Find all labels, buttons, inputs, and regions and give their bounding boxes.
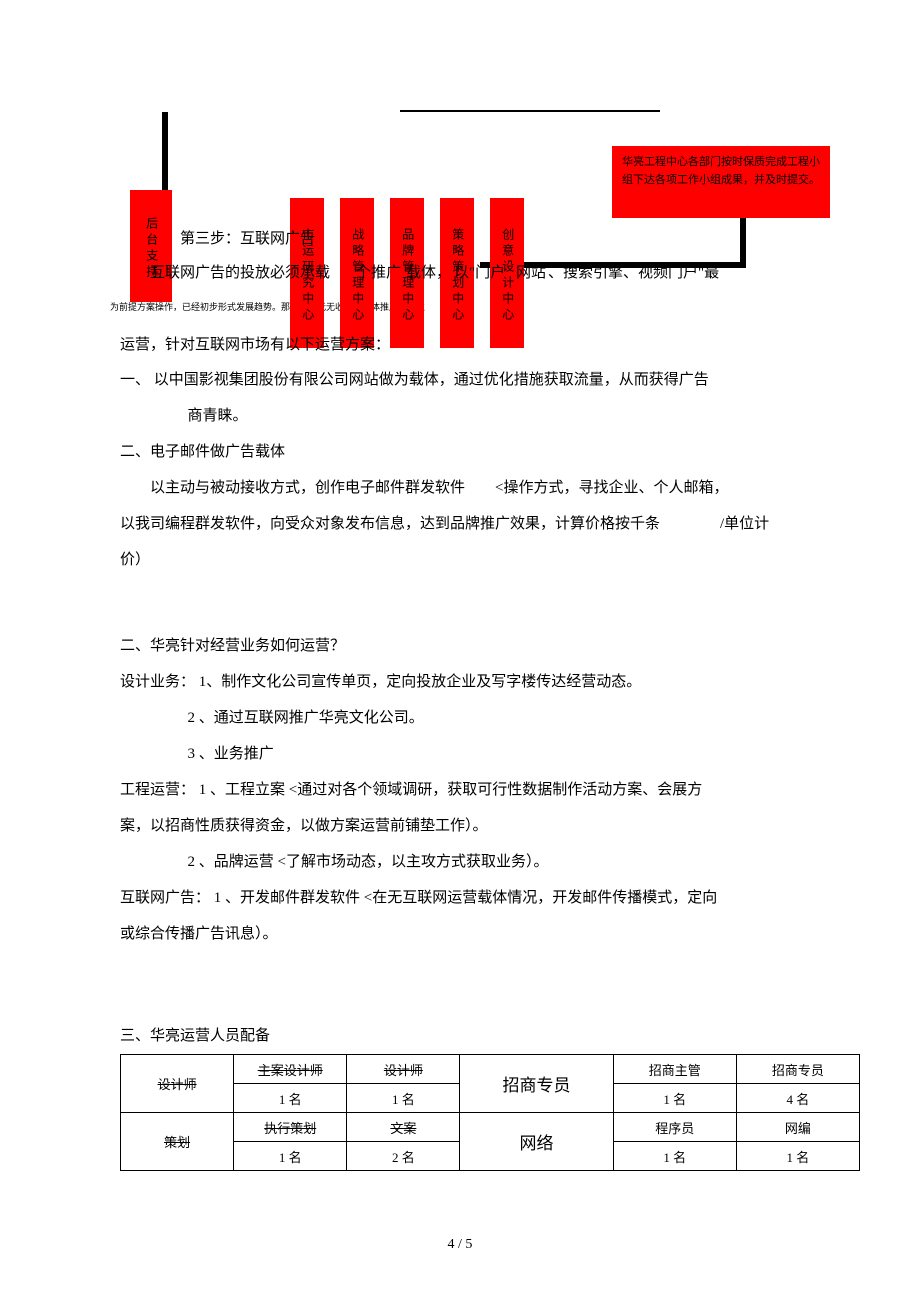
cell: 网编: [785, 1121, 811, 1136]
s2-l4: 工程运营： 1 、工程立案 <通过对各个领域调研，获取可行性数据制作活动方案、会…: [120, 772, 860, 808]
cell: 1 名: [787, 1150, 810, 1165]
cell: 1 名: [392, 1092, 415, 1107]
overlay-l2d: 以"门户: [454, 262, 505, 285]
s1-item1b: 商青睐。: [120, 398, 860, 434]
s2-l3: 3 、业务推广: [120, 736, 860, 772]
cell: 1 名: [279, 1092, 302, 1107]
document-page: 后台支持 为前提方案操作，已经初步形式发展趋势。那么，长无无收没有软体推广不到位…: [0, 0, 920, 1303]
s2-l8: 或综合传播广告讯息）。: [120, 916, 860, 952]
s2-l7: 互联网广告： 1 、开发邮件群发软件 <在无互联网运营载体情况，开发邮件传播模式…: [120, 880, 860, 916]
overlay-l2b: 个推广: [356, 262, 401, 285]
cell: 1 名: [663, 1092, 686, 1107]
s2-l2: 2 、通过互联网推广华亮文化公司。: [120, 700, 860, 736]
s1-item1: 一、 以中国影视集团股份有限公司网站做为载体，通过优化措施获取流量，从而获得广告: [120, 362, 860, 398]
cell: 策划: [164, 1135, 190, 1150]
s1-item2: 二、电子邮件做广告载体: [120, 434, 860, 470]
cell: 1 名: [279, 1150, 302, 1165]
cell: 程序员: [655, 1121, 694, 1136]
table-row: 设计师 主案设计师 设计师 招商专员 招商主管 招商专员: [121, 1055, 860, 1084]
cell: 招商专员: [503, 1076, 571, 1095]
cell: 主案设计师: [258, 1063, 323, 1078]
table-row: 策划 执行策划 文案 网络 程序员 网编: [121, 1113, 860, 1142]
s1-item2p1: 以主动与被动接收方式，创作电子邮件群发软件 <操作方式，寻找企业、个人邮箱，: [120, 470, 860, 506]
cell: 网络: [520, 1134, 554, 1153]
connector-v2: [162, 112, 168, 192]
cell: 招商主管: [649, 1063, 701, 1078]
overlay-l2f: 、搜索引擎、视频门户"最: [548, 262, 719, 285]
cell: 1 名: [663, 1150, 686, 1165]
cell: 2 名: [392, 1150, 415, 1165]
overlay-l2a: 互联网广告的投放必须承载: [150, 262, 330, 285]
overlay-l2c: 载体，: [406, 262, 451, 285]
overlay-l2e: 网站: [516, 262, 546, 285]
section1-body: 一、 以中国影视集团股份有限公司网站做为载体，通过优化措施获取流量，从而获得广告…: [120, 362, 860, 578]
s1-item2p2: 以我司编程群发软件，向受众对象发布信息，达到品牌推广效果，计算价格按千条 /单位…: [120, 506, 860, 542]
cell: 招商专员: [772, 1063, 824, 1078]
box-backend-support: 后台支持: [130, 190, 172, 302]
s1-item2p3: 价）: [120, 542, 860, 578]
overlay-l3: 运营，针对互联网市场有以下运营方案：: [120, 334, 390, 357]
box-right-callout: 华亮工程中心各部门按时保质完成工程小组下达各项工作小组成果，并及时提交。: [612, 146, 830, 218]
s2-l5: 案，以招商性质获得资金，以做方案运营前铺垫工作）。: [120, 808, 860, 844]
box-backend-support-label: 后台支持: [130, 196, 172, 302]
cell: 执行策划: [264, 1121, 316, 1136]
page-number: 4 / 5: [0, 1237, 920, 1253]
title-underline: [400, 110, 660, 112]
staffing-table: 设计师 主案设计师 设计师 招商专员 招商主管 招商专员 1 名 1 名 1 名…: [120, 1054, 860, 1171]
s3-title: 三、华亮运营人员配备: [120, 1018, 860, 1054]
cell: 文案: [390, 1121, 416, 1136]
s2-l1: 设计业务： 1、制作文化公司宣传单页，定向投放企业及写字楼传达经营动态。: [120, 664, 860, 700]
s2-l6: 2 、品牌运营 <了解市场动态，以主攻方式获取业务）。: [120, 844, 860, 880]
connector-v1: [740, 214, 746, 266]
cell: 4 名: [787, 1092, 810, 1107]
cell: 设计师: [158, 1077, 197, 1092]
overlay-step3: 第三步：互联网广告: [180, 228, 315, 251]
section2-body: 二、华亮针对经营业务如何运营？ 设计业务： 1、制作文化公司宣传单页，定向投放企…: [120, 628, 860, 952]
cell: 设计师: [384, 1063, 423, 1078]
section3-title-wrap: 三、华亮运营人员配备: [120, 1018, 860, 1054]
s2-title: 二、华亮针对经营业务如何运营？: [120, 628, 860, 664]
